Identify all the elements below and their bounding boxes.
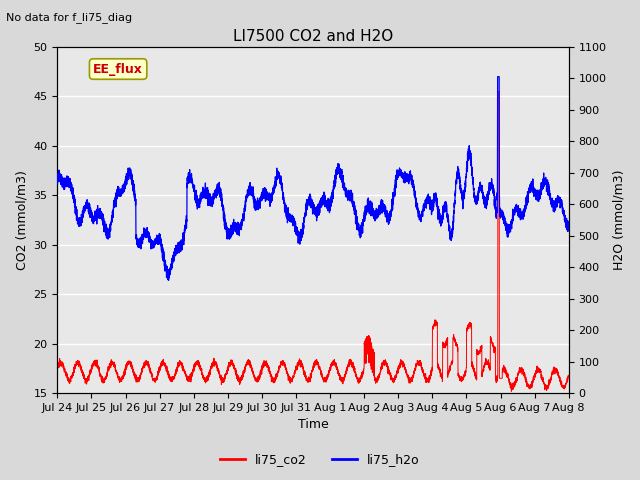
Text: EE_flux: EE_flux xyxy=(93,62,143,75)
Legend: li75_co2, li75_h2o: li75_co2, li75_h2o xyxy=(215,448,425,471)
Y-axis label: CO2 (mmol/m3): CO2 (mmol/m3) xyxy=(15,170,28,270)
Y-axis label: H2O (mmol/m3): H2O (mmol/m3) xyxy=(612,170,625,270)
Text: No data for f_li75_diag: No data for f_li75_diag xyxy=(6,12,132,23)
X-axis label: Time: Time xyxy=(298,419,328,432)
Title: LI7500 CO2 and H2O: LI7500 CO2 and H2O xyxy=(233,29,393,44)
